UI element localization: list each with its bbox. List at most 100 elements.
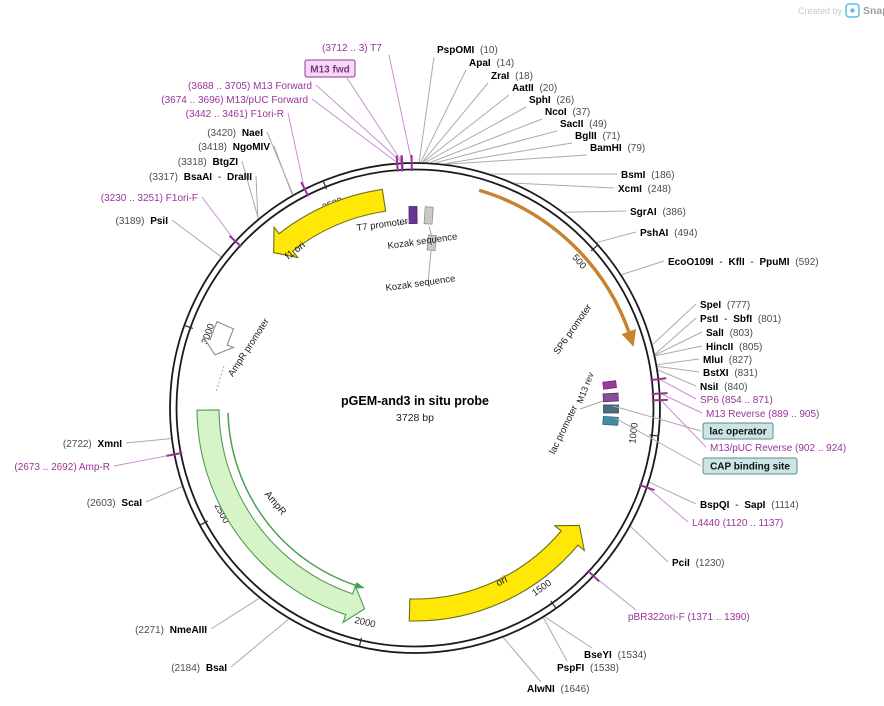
leader-line-nmeaiii bbox=[210, 597, 260, 630]
kozak-label-1[interactable]: Kozak sequence bbox=[387, 231, 458, 252]
mlui[interactable]: MluI (827) bbox=[703, 355, 752, 366]
feature-ampr-promoter[interactable] bbox=[202, 320, 236, 356]
aatii[interactable]: AatII (20) bbox=[512, 83, 557, 94]
ecoo109i-kfli-ppumi[interactable]: EcoO109I - KflI - PpuMI (592) bbox=[668, 257, 819, 268]
primer-tick-m13-puc-forward bbox=[395, 155, 399, 172]
amp-r[interactable]: (2673 .. 2692) Amp-R bbox=[14, 462, 110, 473]
leader-line-lac-operator bbox=[612, 405, 702, 432]
hincii[interactable]: HincII (805) bbox=[706, 342, 762, 353]
feature-f1-ori[interactable] bbox=[273, 188, 387, 259]
leader-line-sgrai bbox=[563, 210, 627, 213]
backbone-inner-circle bbox=[175, 168, 655, 648]
leader-line-m13-puc-forward bbox=[311, 98, 398, 164]
lac-operator-glyph[interactable] bbox=[603, 404, 619, 414]
kozak-glyph-1[interactable] bbox=[423, 206, 434, 225]
leader-line-ecoo109i-kfli-ppumi bbox=[621, 260, 665, 276]
bstxi[interactable]: BstXI (831) bbox=[703, 368, 758, 379]
m13-forward[interactable]: (3688 .. 3705) M13 Forward bbox=[188, 81, 312, 92]
pbr322ori-f[interactable]: pBR322ori-F (1371 .. 1390) bbox=[628, 612, 750, 623]
btgzi[interactable]: (3318) BtgZI bbox=[178, 157, 238, 168]
leader-line-aatii bbox=[422, 94, 510, 163]
sp6-promoter-glyph[interactable] bbox=[602, 380, 617, 390]
leader-line-m13-fwd bbox=[346, 77, 403, 163]
cap-binding-site[interactable]: CAP binding site bbox=[710, 462, 790, 473]
scale-tick bbox=[550, 600, 557, 610]
feature-ampr[interactable] bbox=[196, 409, 366, 624]
sp6-promoter-label[interactable]: SP6 promoter bbox=[552, 302, 595, 356]
leader-line-spei bbox=[652, 303, 697, 345]
bspqi-sapi[interactable]: BspQI - SapI (1114) bbox=[700, 500, 799, 511]
cap-binding-site-glyph[interactable] bbox=[602, 415, 619, 426]
connector-line bbox=[427, 250, 432, 284]
ncoi[interactable]: NcoI (37) bbox=[545, 107, 590, 118]
primer-tick-m13-forward bbox=[400, 155, 404, 172]
plasmid-title: pGEM-and3 in situ probe bbox=[341, 394, 489, 408]
t7-promoter-glyph[interactable] bbox=[408, 206, 418, 224]
m13-fwd-box[interactable] bbox=[304, 59, 356, 78]
scai[interactable]: (2603) ScaI bbox=[87, 498, 142, 509]
m13-puc-reverse[interactable]: M13/pUC Reverse (902 .. 924) bbox=[710, 443, 846, 454]
leader-line-bseyi bbox=[544, 616, 593, 649]
apai[interactable]: ApaI (14) bbox=[469, 58, 514, 69]
feature-ampr-translation[interactable] bbox=[227, 413, 356, 586]
bsaai-draiii[interactable]: (3317) BsaAI - DraIII bbox=[149, 172, 252, 183]
zrai[interactable]: ZraI (18) bbox=[491, 71, 533, 82]
nmeaiii[interactable]: (2271) NmeAIII bbox=[135, 625, 207, 636]
leader-line-nsii bbox=[657, 369, 697, 387]
lac-operator[interactable]: lac operator bbox=[709, 427, 766, 438]
psii[interactable]: (3189) PsiI bbox=[116, 216, 169, 227]
leader-line-amp-r bbox=[113, 454, 174, 467]
naei[interactable]: (3420) NaeI bbox=[207, 128, 263, 139]
m13-rev-glyph[interactable] bbox=[602, 392, 619, 403]
nsii[interactable]: NsiI (840) bbox=[700, 382, 747, 393]
bglii[interactable]: BglII (71) bbox=[575, 131, 620, 142]
cap-binding-site-box[interactable] bbox=[702, 457, 798, 475]
leader-line-xcmi bbox=[514, 182, 615, 189]
ampr-label[interactable]: AmpR bbox=[262, 489, 288, 517]
l4440[interactable]: L4440 (1120 .. 1137) bbox=[692, 518, 783, 529]
m13-puc-forward[interactable]: (3674 .. 3696) M13/pUC Forward bbox=[161, 95, 308, 106]
primer-tick-l4440 bbox=[638, 483, 655, 492]
m13-rev-label[interactable]: M13 rev bbox=[575, 370, 596, 404]
ngomiv[interactable]: (3418) NgoMIV bbox=[198, 142, 270, 153]
bsmi[interactable]: BsmI (186) bbox=[621, 170, 675, 181]
bsai[interactable]: (2184) BsaI bbox=[171, 663, 227, 674]
lac-operator-box[interactable] bbox=[702, 422, 774, 440]
spei[interactable]: SpeI (777) bbox=[700, 300, 750, 311]
feature-ori[interactable] bbox=[408, 524, 586, 622]
primer-tick-pbr322ori-f bbox=[586, 569, 600, 583]
kozak-glyph-2[interactable] bbox=[426, 234, 437, 252]
feature-insert-arc[interactable] bbox=[478, 188, 631, 333]
m13-reverse[interactable]: M13 Reverse (889 .. 905) bbox=[706, 409, 819, 420]
ori-label[interactable]: ori bbox=[494, 574, 509, 589]
scale-tick bbox=[358, 637, 362, 648]
sacii[interactable]: SacII (49) bbox=[560, 119, 607, 130]
kozak-label-2[interactable]: Kozak sequence bbox=[385, 273, 456, 294]
alwni[interactable]: AlwNI (1646) bbox=[527, 684, 589, 695]
bamhi[interactable]: BamHI (79) bbox=[590, 143, 645, 154]
f1ori-r[interactable]: (3442 .. 3461) F1ori-R bbox=[186, 109, 284, 120]
t7-primer[interactable]: (3712 .. 3) T7 bbox=[322, 43, 382, 54]
sgrai[interactable]: SgrAI (386) bbox=[630, 207, 686, 218]
sali[interactable]: SalI (803) bbox=[706, 328, 753, 339]
pshai[interactable]: PshAI (494) bbox=[640, 228, 697, 239]
sp6-primer[interactable]: SP6 (854 .. 871) bbox=[700, 395, 773, 406]
sphi[interactable]: SphI (26) bbox=[529, 95, 574, 106]
pcii[interactable]: PciI (1230) bbox=[672, 558, 724, 569]
xmni[interactable]: (2722) XmnI bbox=[63, 439, 122, 450]
leader-line-t7-primer bbox=[388, 54, 413, 163]
bseyi[interactable]: BseYI (1534) bbox=[584, 650, 646, 661]
m13-fwd[interactable]: M13 fwd bbox=[310, 65, 349, 76]
t7-promoter-label[interactable]: T7 promoter bbox=[356, 216, 409, 234]
primer-tick-f1ori-f bbox=[228, 235, 243, 248]
f1ori-f[interactable]: (3230 .. 3251) F1ori-F bbox=[101, 193, 198, 204]
pspfi[interactable]: PspFI (1538) bbox=[557, 663, 619, 674]
lac-promoter-label[interactable]: lac promoter bbox=[547, 404, 580, 456]
pspomi[interactable]: PspOMI (10) bbox=[437, 45, 498, 56]
leader-line-pcii bbox=[630, 526, 669, 563]
leader-line-pbr322ori-f bbox=[593, 576, 637, 611]
leader-line-ncoi bbox=[430, 118, 543, 163]
xcmi[interactable]: XcmI (248) bbox=[618, 184, 671, 195]
psti-sbfi[interactable]: PstI - SbfI (801) bbox=[700, 314, 781, 325]
